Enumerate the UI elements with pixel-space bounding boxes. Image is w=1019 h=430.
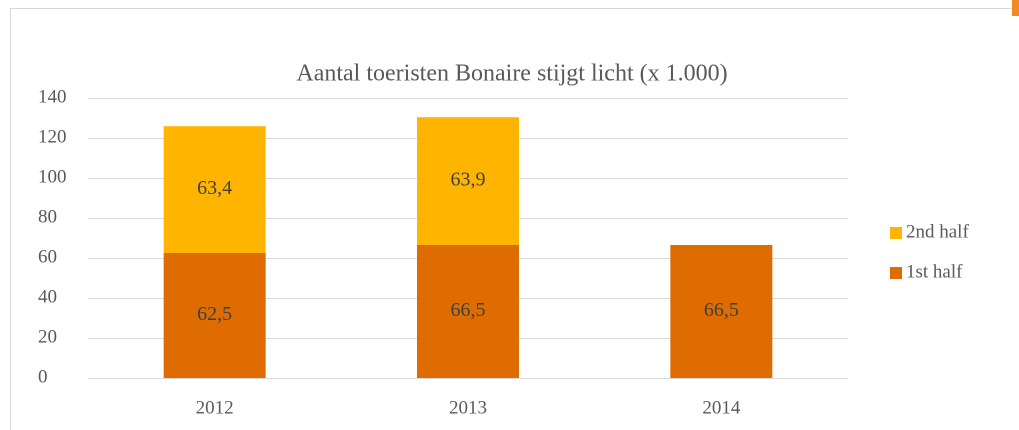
bar-segment	[163, 126, 266, 253]
y-tick-label: 40	[38, 286, 57, 307]
value-label: 63,4	[197, 177, 232, 199]
y-tick-label: 140	[38, 86, 67, 107]
legend-swatch	[890, 267, 902, 279]
legend-label: 1st half	[906, 261, 963, 282]
bar-segment	[417, 117, 519, 245]
bar-segment	[417, 245, 519, 378]
legend-label: 2nd half	[906, 221, 969, 242]
y-tick-label: 100	[38, 166, 67, 187]
y-tick-label: 60	[38, 246, 57, 267]
corner-marker	[1012, 0, 1019, 16]
x-tick-label: 2014	[702, 397, 741, 418]
bar-segment	[163, 253, 266, 378]
x-tick-label: 2012	[196, 397, 234, 418]
value-label: 66,5	[451, 299, 486, 321]
chart-title: Aantal toeristen Bonaire stijgt licht (x…	[296, 61, 727, 87]
value-label: 63,9	[451, 169, 486, 191]
y-tick-label: 120	[38, 126, 67, 147]
y-tick-label: 0	[38, 366, 48, 387]
value-label: 62,5	[197, 303, 232, 325]
bar-segment	[670, 245, 773, 378]
value-label: 66,5	[704, 299, 739, 321]
legend-swatch	[890, 227, 902, 239]
y-tick-label: 20	[38, 326, 57, 347]
x-tick-label: 2013	[449, 397, 487, 418]
y-tick-label: 80	[38, 206, 57, 227]
